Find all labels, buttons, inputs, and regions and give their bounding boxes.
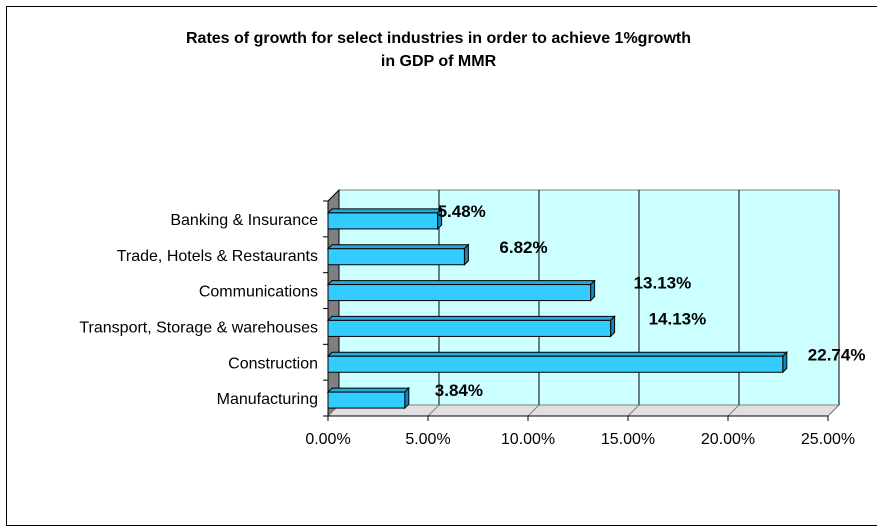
bar-top-face [326,315,616,321]
bar [327,284,592,302]
category-label: Manufacturing [217,391,318,408]
gridline-floor [427,404,440,417]
category-label: Banking & Insurance [170,212,318,229]
bar-top-face [326,208,443,214]
gridline-floor [527,404,540,417]
x-tick-label: 10.00% [501,431,555,448]
gridline-floor [827,404,840,417]
data-label: 5.48% [438,202,486,221]
chart-title: Rates of growth for select industries in… [0,27,877,73]
x-tick-label: 0.00% [305,431,350,448]
bar [327,391,406,409]
bar-top-face [326,351,789,357]
bar-side-face [610,315,616,338]
bar [327,248,465,266]
category-label: Communications [199,284,318,301]
category-label: Trade, Hotels & Restaurants [117,248,318,265]
bar-top-face [326,280,596,286]
bar-chart: 0.00% 5.00% 10.00% 15.00% 20.00% 25.00% Bankin… [79,188,866,448]
gridline-floor [727,404,740,417]
x-tick-label: 15.00% [601,431,655,448]
x-tick-label: 5.00% [405,431,450,448]
category-label: Transport, Storage & warehouses [79,319,318,336]
chart-title-line-1: Rates of growth for select industries in… [186,30,691,47]
data-label: 14.13% [649,309,707,328]
bar-side-face [782,351,788,374]
x-tick-label: 20.00% [701,431,755,448]
bar-side-face [590,279,596,302]
bar [327,319,612,337]
bar [327,355,784,373]
data-label: 6.82% [499,238,547,257]
chart-title-line-2: in GDP of MMR [380,53,497,70]
gridline-floor [627,404,640,417]
bar [327,212,439,230]
data-label: 22.74% [808,345,866,364]
data-label: 13.13% [634,274,692,293]
bar-side-face [404,386,410,410]
bar-side-face [463,243,469,266]
data-label: 3.84% [435,381,483,400]
x-tick-label: 25.00% [801,431,855,448]
category-label: Construction [228,355,318,372]
bar-top-face [326,387,411,393]
bar-top-face [326,244,470,250]
